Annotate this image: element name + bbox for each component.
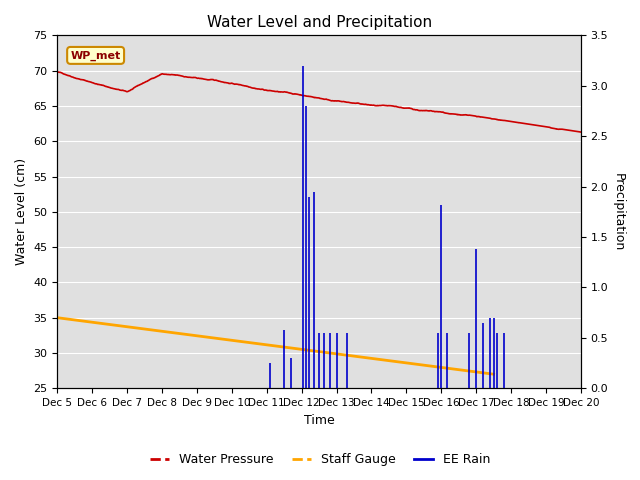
Title: Water Level and Precipitation: Water Level and Precipitation [207, 15, 432, 30]
Y-axis label: Water Level (cm): Water Level (cm) [15, 158, 28, 265]
Y-axis label: Precipitation: Precipitation [612, 173, 625, 251]
Text: WP_met: WP_met [70, 50, 121, 60]
Legend: Water Pressure, Staff Gauge, EE Rain: Water Pressure, Staff Gauge, EE Rain [145, 448, 495, 471]
X-axis label: Time: Time [304, 414, 335, 427]
